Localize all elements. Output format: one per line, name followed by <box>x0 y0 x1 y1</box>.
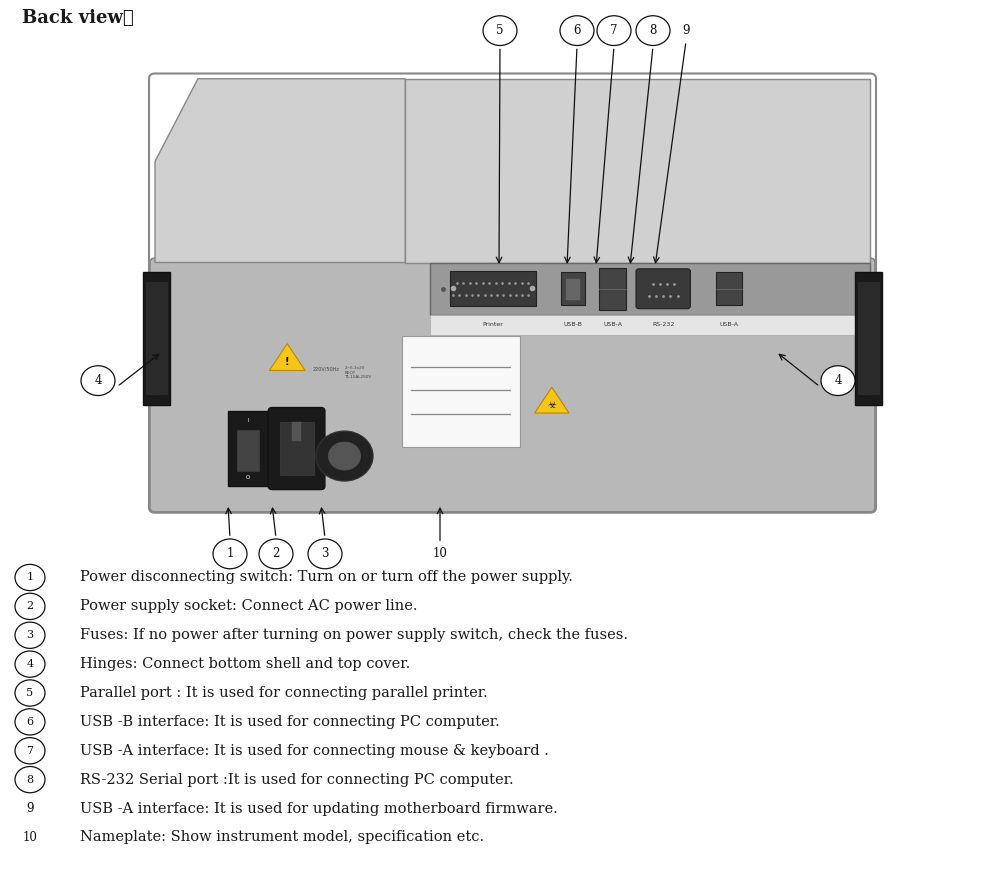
Bar <box>716 272 742 305</box>
Text: 1: 1 <box>226 548 234 560</box>
Bar <box>430 262 870 315</box>
Bar <box>146 283 167 394</box>
Text: 4: 4 <box>94 374 102 387</box>
Text: 9: 9 <box>682 24 690 37</box>
Circle shape <box>15 738 45 764</box>
Polygon shape <box>535 387 569 413</box>
Text: 7: 7 <box>26 746 34 756</box>
Circle shape <box>15 564 45 591</box>
Text: Nameplate: Show instrument model, specification etc.: Nameplate: Show instrument model, specif… <box>80 830 484 844</box>
Text: 3: 3 <box>321 548 329 560</box>
Text: 4: 4 <box>26 659 34 669</box>
Text: 9: 9 <box>26 802 34 815</box>
Text: 2: 2 <box>272 548 280 560</box>
Bar <box>405 79 870 262</box>
Text: USB -A interface: It is used for updating motherboard firmware.: USB -A interface: It is used for updatin… <box>80 802 558 816</box>
FancyBboxPatch shape <box>268 408 325 489</box>
Text: RS-232: RS-232 <box>652 323 674 327</box>
Text: 2: 2 <box>26 601 34 612</box>
Text: O: O <box>246 474 250 480</box>
Text: 7: 7 <box>610 24 618 37</box>
Text: Back view：: Back view： <box>22 9 134 27</box>
Circle shape <box>15 680 45 706</box>
Text: 10: 10 <box>433 548 447 560</box>
Text: 220V/50Hz: 220V/50Hz <box>312 366 339 371</box>
Text: 6: 6 <box>26 717 34 727</box>
Bar <box>237 430 259 471</box>
Text: RS-232 Serial port :It is used for connecting PC computer.: RS-232 Serial port :It is used for conne… <box>80 773 514 787</box>
Polygon shape <box>155 79 405 262</box>
Text: Power supply socket: Connect AC power line.: Power supply socket: Connect AC power li… <box>80 599 418 613</box>
Circle shape <box>15 766 45 793</box>
Text: Parallel port : It is used for connecting parallel printer.: Parallel port : It is used for connectin… <box>80 686 488 700</box>
Text: 4: 4 <box>834 374 842 387</box>
Text: USB-B: USB-B <box>564 323 582 327</box>
Text: USB-A: USB-A <box>720 323 739 327</box>
Circle shape <box>308 539 342 569</box>
Bar <box>599 268 626 310</box>
Circle shape <box>597 16 631 46</box>
Text: 1: 1 <box>26 572 34 583</box>
FancyBboxPatch shape <box>150 258 875 512</box>
Text: !: ! <box>285 357 290 368</box>
Bar <box>280 423 314 475</box>
Circle shape <box>15 709 45 735</box>
Bar <box>566 279 580 300</box>
FancyBboxPatch shape <box>636 269 690 309</box>
Text: 3: 3 <box>26 630 34 640</box>
Text: 8: 8 <box>649 24 657 37</box>
Text: 10: 10 <box>23 831 37 844</box>
Bar <box>402 336 520 447</box>
Circle shape <box>316 431 373 481</box>
Circle shape <box>259 539 293 569</box>
Circle shape <box>15 651 45 677</box>
Text: 5: 5 <box>26 688 34 698</box>
Bar <box>858 283 879 394</box>
Bar <box>228 411 268 487</box>
Polygon shape <box>269 344 305 370</box>
Text: ☣: ☣ <box>547 400 556 410</box>
Bar <box>561 272 585 305</box>
Text: 2~6.3x20
RECP
T1.15AL250V: 2~6.3x20 RECP T1.15AL250V <box>344 366 372 379</box>
Circle shape <box>81 366 115 396</box>
Bar <box>450 271 536 305</box>
Bar <box>855 271 882 404</box>
Text: USB-A: USB-A <box>603 323 622 327</box>
Bar <box>430 315 870 335</box>
Text: USB -A interface: It is used for connecting mouse & keyboard .: USB -A interface: It is used for connect… <box>80 744 549 758</box>
Text: Hinges: Connect bottom shell and top cover.: Hinges: Connect bottom shell and top cov… <box>80 657 410 671</box>
Bar <box>143 271 170 404</box>
Circle shape <box>636 16 670 46</box>
Text: 6: 6 <box>573 24 581 37</box>
Circle shape <box>483 16 517 46</box>
Text: Power disconnecting switch: Turn on or turn off the power supply.: Power disconnecting switch: Turn on or t… <box>80 570 573 584</box>
Circle shape <box>15 622 45 648</box>
Text: 8: 8 <box>26 774 34 785</box>
Circle shape <box>560 16 594 46</box>
Text: Printer: Printer <box>482 323 503 327</box>
Text: I: I <box>247 418 249 424</box>
Text: 5: 5 <box>496 24 504 37</box>
Circle shape <box>328 442 361 470</box>
Circle shape <box>213 539 247 569</box>
Text: USB -B interface: It is used for connecting PC computer.: USB -B interface: It is used for connect… <box>80 715 500 729</box>
Text: Fuses: If no power after turning on power supply switch, check the fuses.: Fuses: If no power after turning on powe… <box>80 628 628 642</box>
Circle shape <box>821 366 855 396</box>
Bar <box>292 423 301 441</box>
Circle shape <box>15 593 45 619</box>
